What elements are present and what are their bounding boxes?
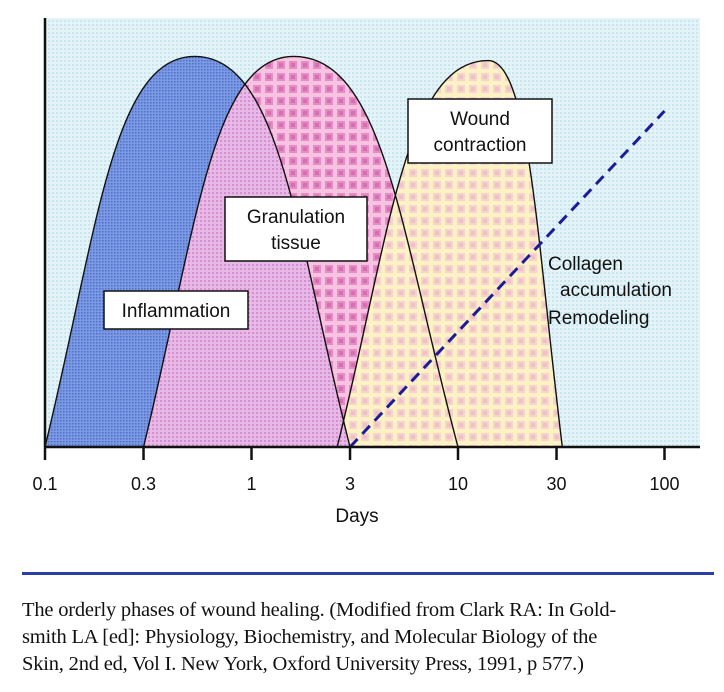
x-tick-label: 0.1 xyxy=(32,474,57,494)
granulation-tissue-label-box xyxy=(224,196,368,262)
caption-divider xyxy=(22,572,714,575)
collagen-remodeling-label: accumulation xyxy=(560,280,672,301)
figure-caption: The orderly phases of wound healing. (Mo… xyxy=(22,597,712,678)
x-tick-label: 3 xyxy=(345,474,355,494)
wound-contraction-label: contraction xyxy=(434,135,527,156)
granulation-tissue-area-outline xyxy=(142,55,459,448)
granulation-tissue-label: Granulation xyxy=(247,207,345,228)
wound-contraction-label: Wound xyxy=(450,109,510,130)
inflammation-area-outline xyxy=(44,55,351,448)
x-tick-label: 100 xyxy=(649,474,679,494)
granulation-tissue-label: tissue xyxy=(271,233,321,254)
caption-line: The orderly phases of wound healing. (Mo… xyxy=(22,599,617,621)
x-tick-label: 10 xyxy=(448,474,468,494)
wound-healing-chart: 0.1 0.3 1 3 10 30 100 Inflammation Granulation t… xyxy=(32,18,700,527)
inflammation-label: Inflammation xyxy=(122,301,231,322)
wound-contraction-label-box xyxy=(407,98,553,164)
collagen-remodeling-label: Collagen xyxy=(548,254,623,275)
inflammation-label-box xyxy=(103,290,249,330)
caption-line: Skin, 2nd ed, Vol I. New York, Oxford Un… xyxy=(22,653,584,675)
wound-contraction-area-outline xyxy=(336,59,564,448)
x-tick-label: 1 xyxy=(246,474,256,494)
x-axis-label: Days xyxy=(335,506,378,527)
caption-line: smith LA [ed]: Physiology, Biochemistry,… xyxy=(22,626,598,648)
collagen-dashed-line xyxy=(348,109,666,449)
x-tick-label: 0.3 xyxy=(131,474,156,494)
x-tick-label: 30 xyxy=(547,474,567,494)
collagen-remodeling-label: Remodeling xyxy=(548,308,649,329)
